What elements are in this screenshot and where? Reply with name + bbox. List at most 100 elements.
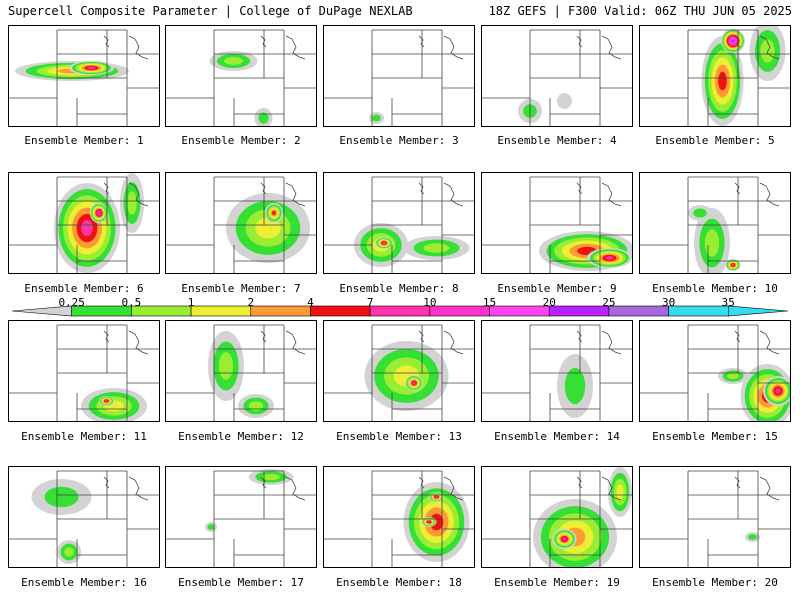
scp-map: [640, 324, 790, 421]
ensemble-member-label: Ensemble Member: 19: [494, 576, 620, 589]
ensemble-member-label: Ensemble Member: 3: [339, 134, 459, 147]
state-border: [601, 35, 622, 60]
model-valid-time: 18Z GEFS | F300 Valid: 06Z THU JUN 05 20…: [488, 4, 792, 18]
scp-contour: [207, 524, 215, 530]
colorbar-tick-label: 7: [366, 296, 374, 309]
scp-contour: [564, 367, 586, 405]
scp-contour: [748, 534, 757, 540]
state-border: [549, 539, 600, 567]
scp-contour: [218, 352, 234, 380]
map-panel: [323, 320, 475, 422]
colorbar-segment: [310, 305, 371, 317]
state-border: [324, 97, 373, 126]
map-panel: [481, 320, 633, 422]
map-panel: [639, 320, 791, 422]
state-border: [601, 330, 622, 355]
ensemble-member-label: Ensemble Member: 9: [497, 282, 617, 295]
ensemble-member-label: Ensemble Member: 10: [652, 282, 778, 295]
state-border: [707, 245, 758, 273]
state-border: [391, 98, 442, 126]
scp-contour: [427, 521, 431, 523]
scp-contour: [105, 400, 108, 402]
ensemble-member-label: Ensemble Member: 14: [494, 430, 620, 443]
state-border: [759, 35, 780, 60]
state-border: [549, 245, 600, 273]
state-border: [418, 182, 425, 195]
scp-map: [324, 176, 474, 273]
state-border: [166, 392, 215, 421]
state-border: [576, 330, 583, 343]
colorbar-tick-label: 2: [247, 296, 255, 309]
scp-map: [166, 29, 316, 126]
colorbar-tick-label: 20: [542, 296, 556, 309]
colorbar-tick-label: 0.5: [121, 296, 142, 309]
map-panel: [323, 172, 475, 274]
map-panel: [8, 466, 160, 568]
scp-contour: [693, 208, 707, 218]
state-border: [166, 97, 215, 126]
scp-contour: [64, 547, 74, 557]
state-border: [76, 539, 127, 567]
scp-contour: [616, 484, 624, 500]
colorbar-segment: [489, 305, 550, 317]
map-panel: [165, 25, 317, 127]
map-panel: [165, 320, 317, 422]
scp-contour: [718, 71, 727, 91]
scp-contour: [731, 263, 735, 267]
state-border: [76, 245, 127, 273]
state-border: [391, 245, 442, 273]
map-panel: [639, 466, 791, 568]
scp-contour: [372, 114, 381, 122]
state-border: [103, 476, 110, 489]
state-border: [576, 182, 583, 195]
scp-contour: [382, 241, 386, 245]
colorbar-tick-label: 25: [602, 296, 616, 309]
scp-contour: [248, 401, 264, 411]
scp-map: [324, 470, 474, 567]
scp-map: [482, 467, 632, 567]
colorbar-tick-label: 35: [721, 296, 735, 309]
state-border: [166, 538, 215, 567]
state-border: [166, 244, 215, 273]
ensemble-member-label: Ensemble Member: 16: [21, 576, 147, 589]
state-border: [103, 182, 110, 195]
colorbar-segment: [250, 305, 311, 317]
colorbar-segment: [429, 305, 490, 317]
map-panel: [481, 25, 633, 127]
scp-map: [640, 470, 790, 567]
state-border: [9, 538, 58, 567]
state-border: [443, 330, 464, 355]
map-panel: [481, 466, 633, 568]
scp-contour: [727, 372, 739, 380]
state-border: [759, 182, 780, 207]
state-border: [443, 476, 464, 501]
state-border: [128, 476, 149, 501]
map-panel: [323, 466, 475, 568]
scp-map: [166, 324, 316, 421]
colorbar-segment: [608, 305, 669, 317]
scp-map: [9, 173, 159, 273]
map-panel: [639, 172, 791, 274]
map-panel: [481, 172, 633, 274]
colorbar-tick-label: 4: [307, 296, 314, 309]
state-border: [418, 35, 425, 48]
state-border: [9, 97, 58, 126]
scp-contour: [423, 243, 450, 253]
ensemble-member-label: Ensemble Member: 6: [24, 282, 144, 295]
scp-contour: [258, 112, 269, 124]
state-border: [260, 182, 267, 195]
ensemble-member-label: Ensemble Member: 5: [655, 134, 775, 147]
scp-map: [482, 29, 632, 126]
state-border: [443, 35, 464, 60]
state-border: [707, 98, 758, 126]
state-border: [128, 330, 149, 355]
state-border: [443, 182, 464, 207]
map-panel: [639, 25, 791, 127]
state-border: [418, 330, 425, 343]
ensemble-member-label: Ensemble Member: 17: [178, 576, 304, 589]
state-border: [285, 330, 306, 355]
scp-contour: [81, 219, 93, 237]
map-panel: [8, 320, 160, 422]
scp-contour: [262, 473, 280, 481]
state-border: [418, 476, 425, 489]
